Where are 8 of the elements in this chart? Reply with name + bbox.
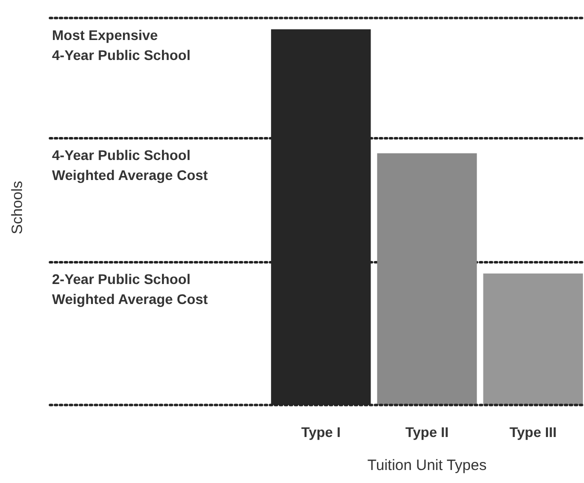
text: Schools <box>9 180 26 234</box>
ref-line-label: 2-Year Public School Weighted Average Cost <box>52 271 208 308</box>
ref-line-label: Most Expensive 4-Year Public School <box>52 27 190 63</box>
ref-line-label: 4-Year Public School Weighted Average Cost <box>52 147 208 184</box>
x-axis-title: Tuition Unit Types <box>367 457 487 474</box>
x-tick-label: Type II <box>405 424 449 440</box>
x-tick-label: Type III <box>509 424 557 440</box>
x-tick-label: Type I <box>301 424 341 440</box>
